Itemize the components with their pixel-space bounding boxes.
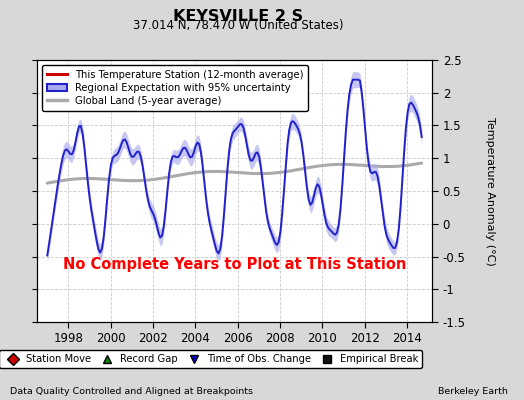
Text: 37.014 N, 78.470 W (United States): 37.014 N, 78.470 W (United States) bbox=[133, 19, 344, 32]
Text: Berkeley Earth: Berkeley Earth bbox=[439, 387, 508, 396]
Text: No Complete Years to Plot at This Station: No Complete Years to Plot at This Statio… bbox=[63, 257, 406, 272]
Legend: Station Move, Record Gap, Time of Obs. Change, Empirical Break: Station Move, Record Gap, Time of Obs. C… bbox=[0, 350, 422, 368]
Text: Data Quality Controlled and Aligned at Breakpoints: Data Quality Controlled and Aligned at B… bbox=[10, 387, 254, 396]
Y-axis label: Temperature Anomaly (°C): Temperature Anomaly (°C) bbox=[485, 117, 495, 265]
Text: KEYSVILLE 2 S: KEYSVILLE 2 S bbox=[173, 9, 303, 24]
